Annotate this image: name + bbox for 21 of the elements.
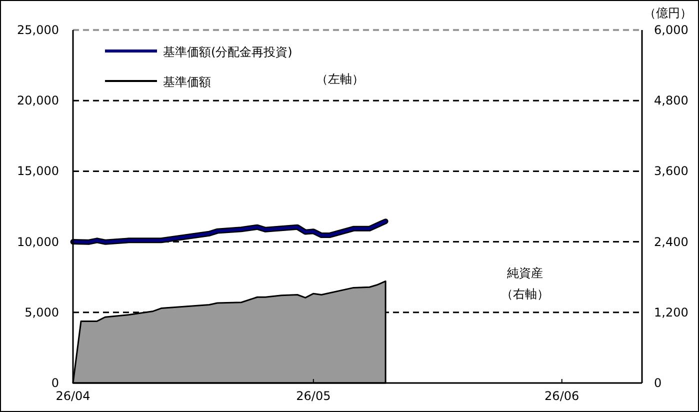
x-tick-label: 26/04	[56, 389, 90, 403]
y-tick-label: 0	[51, 376, 59, 390]
y2-axis-title: （億円）	[644, 6, 692, 20]
y2-tick-label: 3,600	[654, 164, 688, 178]
y-tick-label: 25,000	[17, 23, 59, 37]
y-tick-label: 20,000	[17, 94, 59, 108]
y2-tick-label: 4,800	[654, 94, 688, 108]
y-tick-label: 5,000	[24, 305, 59, 320]
legend-label: 基準価額	[163, 75, 211, 89]
y2-tick-label: 0	[654, 376, 662, 390]
y2-tick-label: 1,200	[654, 305, 688, 320]
legend-label: 基準価額(分配金再投資)	[163, 45, 292, 59]
annotation: （左軸）	[316, 72, 364, 86]
annotation: （右軸）	[501, 287, 549, 301]
x-tick-label: 26/06	[544, 389, 580, 403]
y-tick-label: 10,000	[17, 234, 59, 249]
y2-tick-label: 6,000	[654, 23, 688, 37]
x-tick-label: 26/05	[296, 389, 331, 403]
y2-tick-label: 2,400	[654, 234, 688, 249]
annotation: 純資産	[507, 266, 543, 280]
y-tick-label: 15,000	[17, 164, 59, 178]
